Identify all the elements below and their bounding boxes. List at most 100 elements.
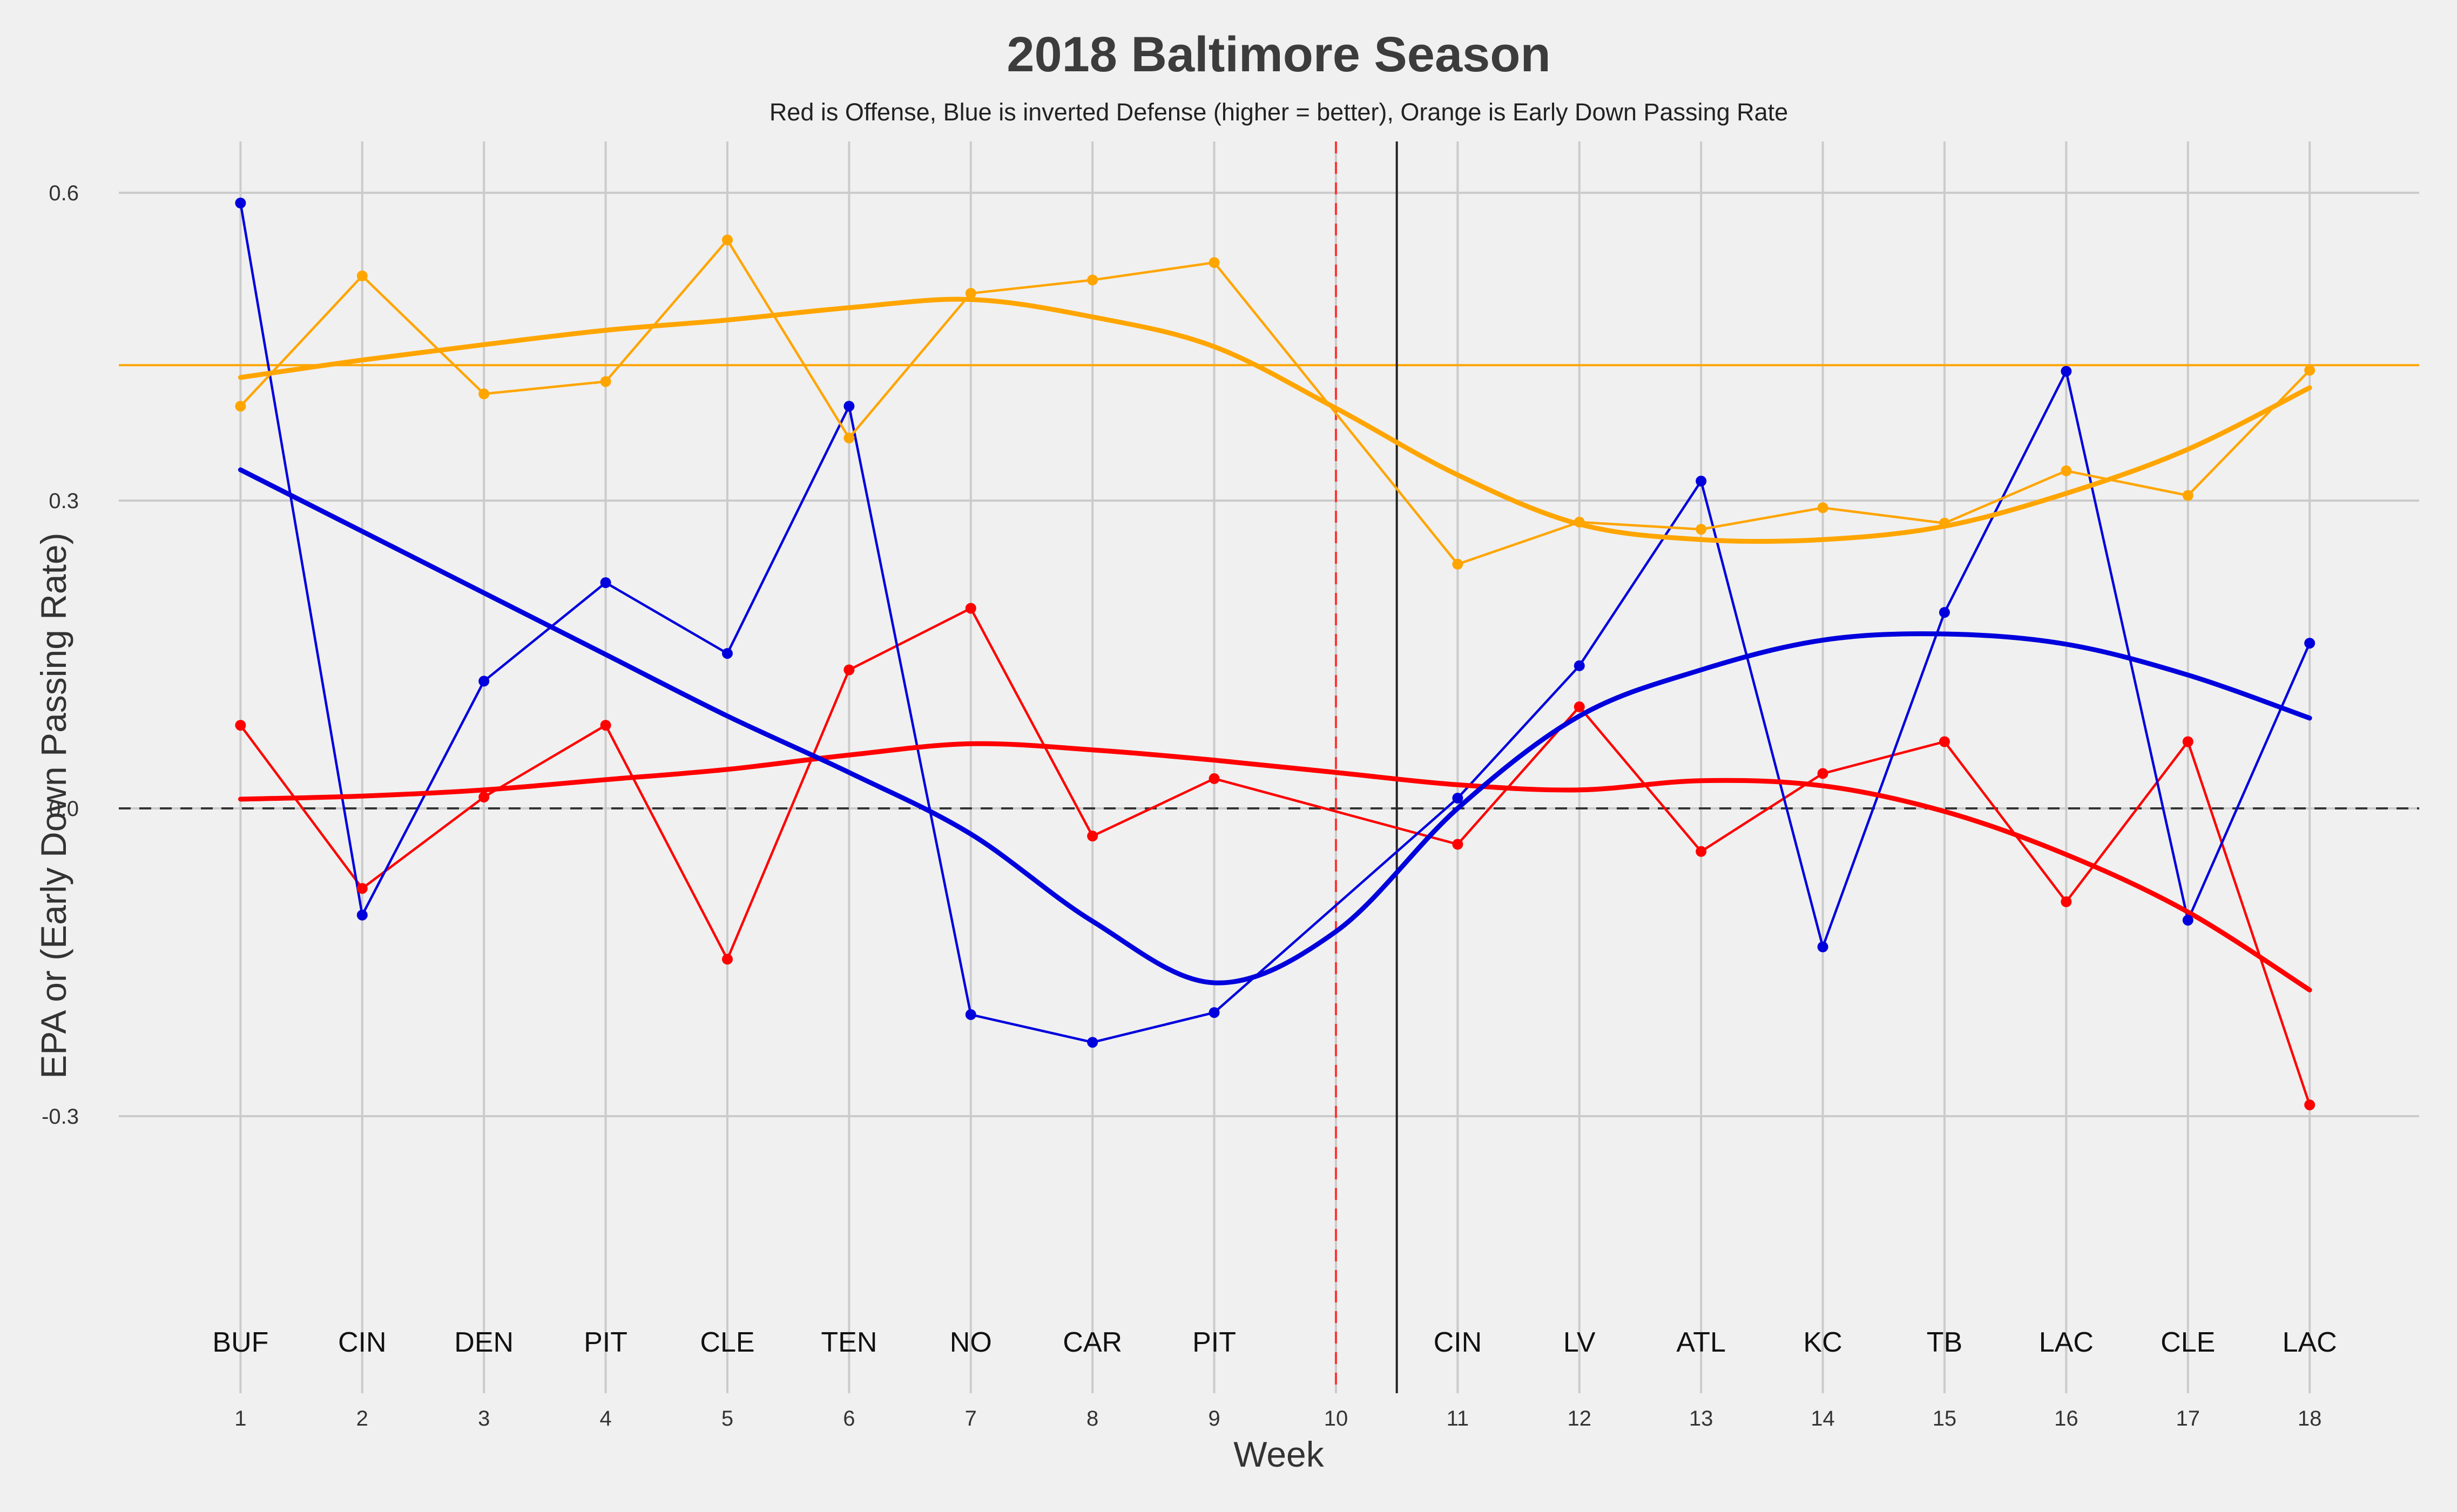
y-tick-label: 0.6 <box>49 181 79 205</box>
offense-point-week-3 <box>478 792 490 803</box>
opponent-label: CIN <box>338 1327 387 1358</box>
early_down_pass_rate-point-week-9 <box>1209 257 1220 268</box>
defense-point-week-16 <box>2061 366 2072 377</box>
x-tick-label: 7 <box>965 1407 977 1430</box>
early_down_pass_rate-point-week-12 <box>1574 516 1585 528</box>
x-tick-label: 4 <box>599 1407 611 1430</box>
y-tick-label: 0.3 <box>49 489 79 513</box>
opponent-labels: BUF CIN DEN PIT CLE TEN NO CAR PIT CIN LV ATL KC TB LA… <box>212 1327 2337 1358</box>
chart-title: 2018 Baltimore Season <box>1007 27 1550 82</box>
opponent-label: LAC <box>2283 1327 2337 1358</box>
x-tick-label: 6 <box>843 1407 855 1430</box>
x-tick-label: 14 <box>1811 1407 1835 1430</box>
x-tick-labels: 1 2 3 4 5 6 7 8 9 10 11 12 13 14 15 16 17 18 <box>234 1407 2321 1430</box>
x-tick-label: 11 <box>1447 1407 1469 1430</box>
defense-point-week-14 <box>1817 941 1828 953</box>
early_down_pass_rate-point-week-18 <box>2304 364 2316 376</box>
opponent-label: PIT <box>1192 1327 1236 1358</box>
data-points <box>235 198 2316 1111</box>
defense-point-week-3 <box>478 676 490 687</box>
x-tick-label: 8 <box>1086 1407 1098 1430</box>
offense-point-week-13 <box>1696 846 1707 857</box>
early_down_pass_rate_smooth <box>238 296 2312 544</box>
offense-point-week-5 <box>721 954 733 965</box>
offense-point-week-7 <box>965 603 976 614</box>
x-tick-label: 2 <box>356 1407 368 1430</box>
opponent-label: CLE <box>700 1327 754 1358</box>
opponent-label: ATL <box>1676 1327 1726 1358</box>
offense-point-week-8 <box>1087 831 1098 842</box>
reference-lines <box>119 141 2419 1393</box>
x-tick-label: 5 <box>721 1407 733 1430</box>
opponent-label: TB <box>1927 1327 1962 1358</box>
x-tick-label: 17 <box>2176 1407 2200 1430</box>
x-tick-label: 18 <box>2298 1407 2322 1430</box>
opponent-label: CLE <box>2161 1327 2215 1358</box>
defense-point-week-8 <box>1087 1037 1098 1048</box>
early_down_pass_rate-point-week-7 <box>965 288 976 299</box>
early_down_pass_rate-point-week-3 <box>478 388 490 400</box>
opponent-label: LAC <box>2039 1327 2094 1358</box>
y-tick-label: 0.0 <box>49 797 79 821</box>
offense-point-week-15 <box>1939 736 1950 747</box>
defense-point-week-9 <box>1209 1007 1220 1018</box>
opponent-label: CIN <box>1434 1327 1482 1358</box>
early_down_pass_rate-point-week-6 <box>843 433 855 444</box>
early_down_pass_rate-point-week-13 <box>1696 524 1707 535</box>
offense-point-week-11 <box>1452 839 1463 850</box>
y-tick-label: -0.3 <box>42 1105 79 1129</box>
offense_smooth <box>238 741 2312 993</box>
defense-point-week-12 <box>1574 660 1585 671</box>
opponent-label: DEN <box>454 1327 514 1358</box>
offense-point-week-18 <box>2304 1099 2316 1111</box>
defense_smooth <box>238 467 2312 986</box>
opponent-label: TEN <box>821 1327 877 1358</box>
defense-point-week-2 <box>356 909 368 921</box>
x-tick-label: 15 <box>1933 1407 1957 1430</box>
x-tick-label: 3 <box>478 1407 490 1430</box>
offense-point-week-9 <box>1209 773 1220 784</box>
defense-point-week-17 <box>2182 915 2193 926</box>
x-tick-label: 13 <box>1689 1407 1713 1430</box>
defense-point-week-18 <box>2304 638 2316 649</box>
offense-point-week-12 <box>1574 701 1585 712</box>
defense-point-week-13 <box>1696 475 1707 487</box>
early_down_pass_rate-point-week-8 <box>1087 274 1098 286</box>
defense-point-week-7 <box>965 1009 976 1020</box>
offense-point-week-6 <box>843 664 855 676</box>
x-tick-label: 16 <box>2054 1407 2078 1430</box>
opponent-label: LV <box>1563 1327 1596 1358</box>
x-tick-label: 10 <box>1324 1407 1348 1430</box>
offense-point-week-4 <box>600 720 611 731</box>
x-tick-label: 9 <box>1208 1407 1220 1430</box>
defense-point-week-11 <box>1452 793 1463 804</box>
early_down_pass_rate-point-week-14 <box>1817 502 1828 514</box>
defense-point-week-6 <box>843 401 855 412</box>
offense-point-week-1 <box>235 720 246 731</box>
early_down_pass_rate-point-week-1 <box>235 401 246 412</box>
x-tick-label: 1 <box>234 1407 246 1430</box>
early_down_pass_rate-point-week-11 <box>1452 558 1463 570</box>
opponent-label: BUF <box>212 1327 268 1358</box>
y-axis-label: EPA or (Early Down Passing Rate) <box>33 532 73 1078</box>
early_down_pass_rate-point-week-2 <box>356 270 368 281</box>
x-axis-label: Week <box>1233 1434 1325 1474</box>
offense-point-week-17 <box>2182 736 2193 747</box>
opponent-label: CAR <box>1063 1327 1122 1358</box>
smooth-lines <box>238 296 2312 993</box>
grid <box>119 141 2419 1393</box>
opponent-label: NO <box>950 1327 992 1358</box>
early_down_pass_rate-point-week-5 <box>721 234 733 246</box>
defense-point-week-15 <box>1939 607 1950 618</box>
offense-point-week-14 <box>1817 768 1828 779</box>
offense-point-week-2 <box>356 883 368 894</box>
opponent-label: PIT <box>584 1327 627 1358</box>
early_down_pass_rate-point-week-17 <box>2182 490 2193 501</box>
defense-point-week-1 <box>235 198 246 208</box>
early_down_pass_rate-point-week-16 <box>2061 465 2072 476</box>
opponent-label: KC <box>1803 1327 1842 1358</box>
early_down_pass_rate-point-week-4 <box>600 376 611 387</box>
defense-point-week-4 <box>600 577 611 588</box>
offense-point-week-16 <box>2061 896 2072 907</box>
